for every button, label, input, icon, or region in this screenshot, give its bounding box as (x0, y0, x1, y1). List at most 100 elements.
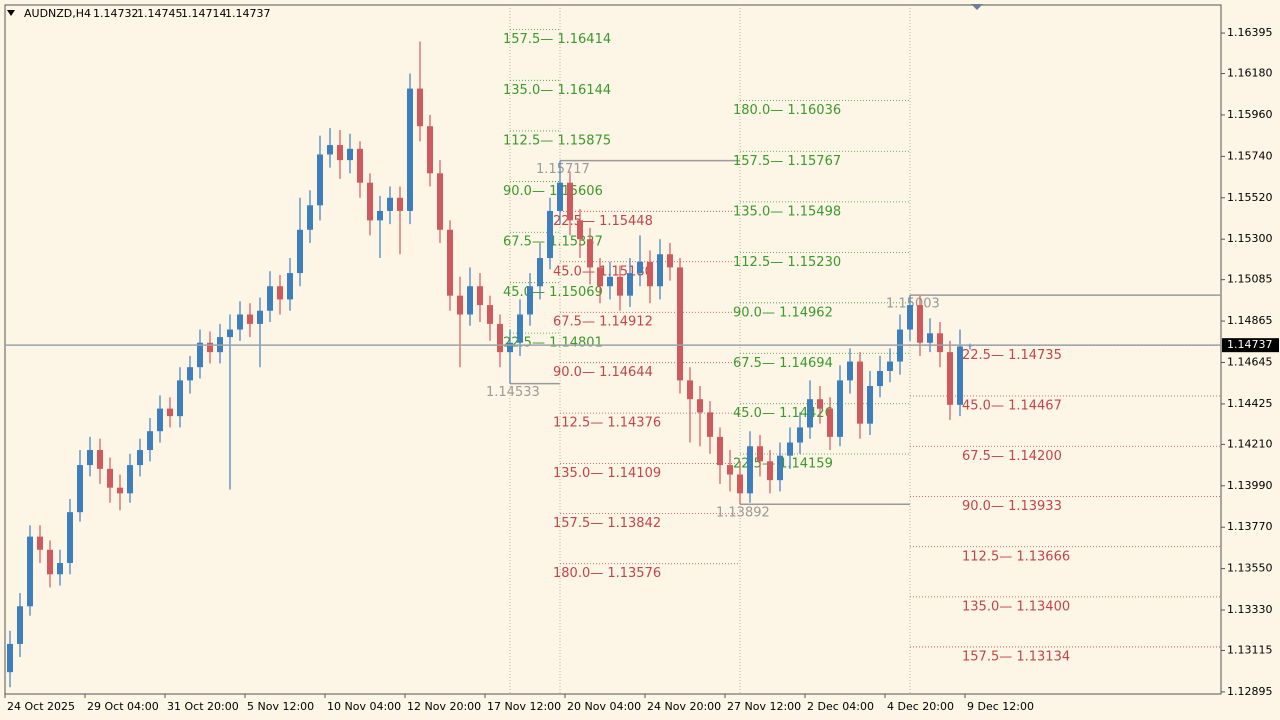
candle-body (567, 182, 573, 221)
candle-body (607, 276, 613, 287)
candle-body (707, 412, 713, 437)
candle-body (507, 342, 513, 353)
candle-body (867, 386, 873, 424)
y-tick-label: 1.15520 (1227, 191, 1273, 204)
candle-body (677, 267, 683, 381)
candle-body (807, 399, 813, 428)
candle-body (587, 239, 593, 268)
gann-label: 45.0— 1.14467 (962, 398, 1062, 413)
candle-body (397, 197, 403, 211)
y-tick-label: 1.13550 (1227, 562, 1273, 575)
candle-body (127, 465, 133, 494)
candle-body (747, 446, 753, 494)
candle-body (457, 295, 463, 315)
menu-arrow[interactable] (7, 10, 15, 16)
candle-body (207, 342, 213, 353)
y-tick-label: 1.13330 (1227, 603, 1273, 616)
candle-body (637, 261, 643, 274)
gann-label: 180.0— 1.13576 (553, 566, 661, 581)
pivot-label: 1.13892 (716, 506, 770, 521)
gann-label: 112.5— 1.13666 (962, 549, 1070, 564)
x-tick-label: 5 Nov 12:00 (247, 700, 314, 713)
x-tick-label: 31 Oct 20:00 (167, 700, 239, 713)
shift-marker[interactable] (971, 4, 983, 10)
gann-label: 112.5— 1.15875 (503, 133, 611, 148)
gann-label: 90.0— 1.13933 (962, 499, 1062, 514)
gann-label: 180.0— 1.16036 (733, 103, 841, 118)
candle-body (237, 314, 243, 330)
candle-body (817, 399, 823, 409)
y-tick-label: 1.16180 (1227, 67, 1273, 80)
candle-body (847, 361, 853, 381)
y-tick-label: 1.12895 (1227, 685, 1273, 698)
candle-body (27, 536, 33, 607)
candle-body (787, 442, 793, 456)
candle-body (617, 276, 623, 296)
candle-body (517, 314, 523, 343)
candle-body (697, 399, 703, 413)
x-tick-label: 10 Nov 04:00 (327, 700, 401, 713)
candle-body (917, 305, 923, 343)
candle-body (287, 273, 293, 300)
y-tick-label: 1.14645 (1227, 355, 1273, 368)
gann-label: 67.5— 1.14912 (553, 315, 653, 330)
candle-body (137, 450, 143, 466)
candle-body (267, 286, 273, 311)
y-tick-label: 1.14210 (1227, 437, 1273, 450)
candle-body (347, 148, 353, 161)
candle-body (727, 465, 733, 475)
y-tick-label: 1.14865 (1227, 314, 1273, 327)
gann-label: 157.5— 1.13134 (962, 649, 1070, 664)
candle-body (767, 461, 773, 481)
candle-body (497, 323, 503, 353)
candle-body (857, 361, 863, 424)
x-tick-label: 29 Oct 04:00 (87, 700, 159, 713)
gann-label: 112.5— 1.14376 (553, 416, 661, 431)
candle-body (187, 367, 193, 381)
pivot-label: 1.14533 (486, 385, 540, 400)
candle-body (527, 286, 533, 315)
y-tick-label: 1.14425 (1227, 397, 1273, 410)
plot-frame (4, 4, 1222, 695)
candle-body (197, 342, 203, 368)
candle-body (427, 126, 433, 174)
candle-body (827, 408, 833, 437)
x-tick-label: 24 Oct 2025 (7, 700, 75, 713)
candle-body (687, 380, 693, 400)
y-tick-label: 1.15960 (1227, 108, 1273, 121)
candle-body (117, 487, 123, 494)
y-tick-label: 1.15300 (1227, 232, 1273, 245)
x-tick-label: 20 Nov 04:00 (567, 700, 641, 713)
candle-body (797, 427, 803, 443)
header-open: 1.14732 (93, 7, 139, 20)
candle-body (557, 182, 563, 211)
candle-body (877, 370, 883, 387)
y-tick-label: 1.13115 (1227, 644, 1273, 657)
y-tick-label: 1.15085 (1227, 273, 1273, 286)
gann-label: 135.0— 1.13400 (962, 599, 1070, 614)
x-tick-label: 2 Dec 04:00 (807, 700, 874, 713)
candle-body (247, 314, 253, 324)
candle-body (907, 305, 913, 330)
candle-body (547, 210, 553, 259)
gann-label: 22.5— 1.14735 (962, 348, 1062, 363)
gann-label: 112.5— 1.15230 (733, 255, 841, 270)
candle-body (647, 261, 653, 287)
candle-body (367, 182, 373, 221)
candle-body (537, 258, 543, 287)
candle-body (757, 446, 763, 462)
candle-body (487, 305, 493, 324)
x-tick-label: 24 Nov 20:00 (647, 700, 721, 713)
candle-body (77, 465, 83, 513)
gann-label: 90.0— 1.15606 (503, 184, 603, 199)
candle-body (887, 361, 893, 371)
candle-body (377, 210, 383, 221)
candle-body (667, 254, 673, 268)
header-high: 1.14745 (137, 7, 183, 20)
x-tick-label: 27 Nov 12:00 (727, 700, 801, 713)
candle-body (337, 145, 343, 161)
candle-body (317, 154, 323, 206)
gann-label: 45.0— 1.15069 (503, 285, 603, 300)
